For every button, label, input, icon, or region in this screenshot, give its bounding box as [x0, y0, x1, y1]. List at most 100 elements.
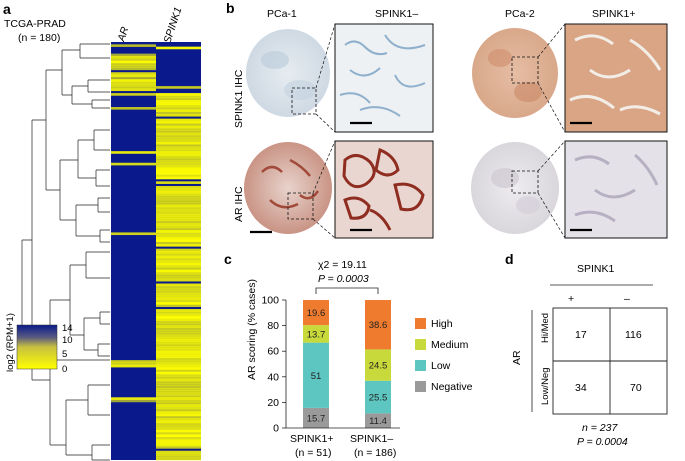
heatmap-cell-spink1 — [156, 137, 201, 140]
heatmap-cell-spink1 — [156, 172, 201, 175]
cell-neg-hi: 116 — [625, 329, 642, 341]
heatmap-cell-spink1 — [156, 211, 201, 215]
heatmap-cell-spink1 — [156, 457, 201, 461]
heatmap-cell-spink1 — [156, 418, 201, 421]
heatmap-cell-ar — [111, 62, 156, 66]
heatmap-cell-spink1 — [156, 213, 201, 217]
heatmap-cell-ar — [111, 67, 156, 71]
colorbar-title: log2 (RPM+1) — [5, 313, 16, 372]
heatmap-cell-spink1 — [156, 408, 201, 412]
heatmap-cell-ar — [111, 81, 156, 85]
heatmap-cell-spink1 — [156, 299, 201, 303]
ihc-zoom-pca1-ar — [334, 140, 434, 239]
y-tick-label: 100 — [261, 295, 279, 307]
heatmap-cell-spink1 — [156, 93, 201, 96]
y-tick-label: 40 — [267, 371, 279, 383]
heatmap-cell-spink1 — [156, 432, 201, 435]
heatmap-cell-spink1 — [156, 248, 201, 252]
sample1-zoom-title: SPINK1– — [375, 8, 418, 20]
bar-value-label: 11.4 — [369, 416, 387, 427]
legend-swatch-negative — [415, 381, 426, 392]
x-n-spink1-pos: (n = 51) — [295, 447, 331, 459]
sample2-zoom-title: SPINK1+ — [592, 8, 635, 20]
heatmap-cell-spink1 — [156, 107, 201, 110]
heatmap-cell-spink1 — [156, 439, 201, 442]
panel-d-label: d — [505, 251, 514, 267]
heatmap-cell-spink1 — [156, 260, 201, 263]
bar-segment-medium — [303, 325, 329, 343]
bar-value-label: 19.6 — [307, 308, 326, 319]
heatmap-cell-ar — [111, 72, 156, 75]
heatmap-cell-spink1 — [156, 385, 201, 389]
cell-pos-hi: 17 — [575, 329, 587, 341]
heatmap-cell-spink1 — [156, 327, 201, 331]
heatmap-cell-spink1 — [156, 241, 201, 245]
chart-legend: High Medium Low Negative — [415, 318, 473, 393]
heatmap-ar-column — [111, 44, 156, 403]
panel-c-label: c — [224, 251, 232, 267]
heatmap-cell-ar — [111, 151, 156, 154]
panel-b-label: b — [226, 0, 235, 16]
heatmap-cell-spink1 — [156, 446, 201, 449]
bar-segment-medium — [365, 349, 391, 381]
row-hi-med: Hi/Med — [540, 313, 551, 343]
heatmap-cell-spink1 — [156, 420, 201, 424]
heatmap-cell-spink1 — [156, 339, 201, 342]
heatmap-cell-spink1 — [156, 113, 201, 117]
heatmap-cell-spink1 — [156, 401, 201, 405]
heatmap-cell-ar — [111, 74, 156, 78]
row-spink1-ihc: SPINK1 IHC — [233, 69, 245, 128]
heatmap-cell-spink1 — [156, 309, 201, 312]
heatmap-cell-spink1 — [156, 169, 201, 173]
ihc-core-pca2-ar — [471, 142, 559, 234]
dataset-name: TCGA-PRAD — [4, 18, 66, 30]
heatmap-cell-spink1 — [156, 455, 201, 458]
heatmap-cell-spink1 — [156, 232, 201, 236]
heatmap-cell-spink1 — [156, 220, 201, 224]
bar-value-label: 24.5 — [369, 361, 388, 372]
heatmap-cell-spink1 — [156, 120, 201, 124]
heatmap-cell-spink1 — [156, 216, 201, 219]
heatmap-cell-spink1 — [156, 160, 201, 164]
heatmap-cell-spink1 — [156, 336, 201, 340]
bar-value-label: 15.7 — [307, 413, 326, 424]
heatmap-cell-spink1 — [156, 341, 201, 345]
heatmap-cell-spink1 — [156, 362, 201, 366]
heatmap-cell-spink1 — [156, 97, 201, 101]
heatmap-cell-spink1 — [156, 118, 201, 122]
bar-segment-negative — [303, 407, 329, 428]
heatmap-cell-spink1 — [156, 278, 201, 282]
heatmap-cell-spink1 — [156, 209, 201, 212]
heatmap-cell-spink1 — [156, 130, 201, 133]
table-p: P = 0.0004 — [577, 436, 628, 448]
heatmap-cell-spink1 — [156, 218, 201, 222]
chi-square: χ2 = 19.11 — [318, 259, 367, 271]
heatmap-cell-spink1 — [156, 104, 201, 108]
heatmap-cell-spink1 — [156, 274, 201, 277]
heatmap-cell-spink1 — [156, 132, 201, 136]
heatmap-cell-spink1 — [156, 255, 201, 259]
bar-segment-high — [365, 300, 391, 350]
bar-segment-low — [365, 380, 391, 414]
heatmap-cell-spink1 — [156, 334, 201, 338]
heatmap-cell-ar — [111, 399, 156, 403]
heatmap-cell-spink1 — [156, 381, 201, 384]
heatmap-cell-spink1 — [156, 348, 201, 352]
spink1-header: SPINK1 — [577, 263, 615, 275]
col-plus: + — [568, 293, 574, 305]
heatmap-cell-spink1 — [156, 376, 201, 380]
heatmap-cell-ar — [111, 162, 156, 166]
legend-swatch-medium — [415, 339, 426, 350]
legend-low: Low — [431, 360, 451, 372]
heatmap-cell-spink1 — [156, 343, 201, 347]
heatmap-cell-spink1 — [156, 346, 201, 349]
x-label-spink1-pos: SPINK1+ — [290, 433, 333, 445]
heatmap-cell-spink1 — [156, 192, 201, 196]
zoom-lines-1 — [315, 23, 336, 133]
heatmap-cell-spink1 — [156, 100, 201, 103]
heatmap-cell-spink1 — [156, 237, 201, 240]
heatmap-cell-spink1 — [156, 399, 201, 403]
heatmap-cell-spink1 — [156, 434, 201, 438]
heatmap-cell-ar — [111, 232, 156, 236]
panel-a-label: a — [3, 1, 11, 17]
